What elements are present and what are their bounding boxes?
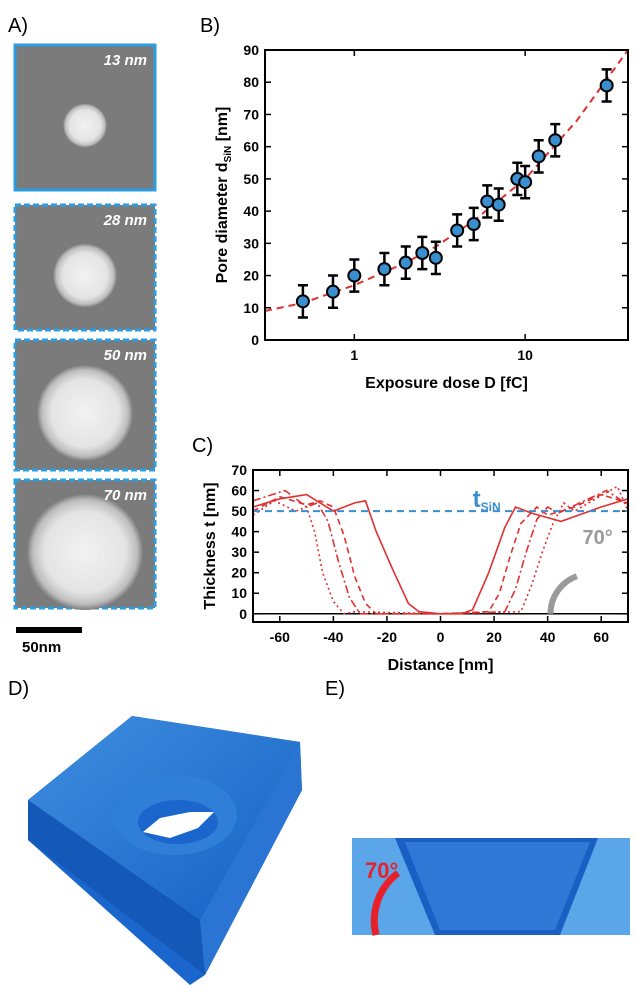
data-point — [450, 223, 465, 238]
y-tick-label: 10 — [243, 300, 259, 316]
data-point — [480, 194, 495, 209]
y-tick-label: 50 — [231, 503, 247, 519]
x-tick-label: 0 — [437, 629, 445, 645]
chart-b: 0 10 20 30 40 50 60 70 80 90 1 10 Exposure dose D [f… — [214, 42, 629, 392]
panel-label: C) — [192, 435, 213, 457]
data-point — [466, 217, 481, 231]
y-tick-label: 30 — [243, 235, 259, 251]
y-tick-label: 70 — [243, 106, 259, 122]
data-point — [531, 149, 546, 164]
micrograph-label: 13 nm — [104, 52, 147, 69]
y-tick-label: 40 — [231, 524, 247, 540]
panel-label: E) — [325, 678, 345, 700]
x-tick-label: -40 — [323, 629, 343, 645]
y-tick-label: 50 — [243, 171, 259, 187]
data-point — [377, 262, 392, 277]
x-axis-title: Distance [nm] — [388, 657, 494, 674]
fit-line — [265, 50, 628, 312]
data-point — [599, 78, 614, 93]
angle-label: 70° — [365, 858, 398, 883]
y-tick-label: 0 — [251, 332, 259, 348]
y-axis-title-part: Thickness t [nm] — [202, 482, 219, 609]
data-point — [347, 268, 362, 283]
x-axis-title: Exposure dose D [fC] — [365, 375, 528, 392]
y-axis-title-part: SiN — [223, 146, 234, 163]
angle-arc — [547, 573, 578, 614]
pore — [53, 243, 117, 308]
plot-frame — [252, 469, 629, 623]
x-tick-label: 10 — [517, 347, 533, 363]
y-tick-label: 30 — [231, 544, 247, 560]
x-tick-label: 1 — [350, 347, 358, 363]
y-tick-label: 80 — [243, 74, 259, 90]
data-point — [415, 246, 430, 260]
x-tick-label: 20 — [486, 629, 502, 645]
data-point — [548, 133, 563, 148]
panel-label: A) — [8, 15, 28, 37]
angle-label: 70° — [583, 527, 613, 549]
panel-label: D) — [8, 678, 29, 700]
pore — [63, 103, 107, 148]
y-tick-label: 0 — [239, 606, 247, 622]
profile-line — [252, 485, 629, 615]
profile-line — [252, 493, 629, 615]
y-tick-label: 90 — [243, 42, 259, 58]
x-tick-label: 60 — [593, 629, 609, 645]
micrograph-label: 28 nm — [103, 212, 147, 229]
render-e: 70° — [352, 838, 630, 936]
y-tick-label: 60 — [243, 139, 259, 155]
x-tick-label: -60 — [270, 629, 290, 645]
chart-c: 0 10 20 30 40 50 60 70 -60 -40 -20 0 20 40 60 Distance … — [202, 462, 629, 674]
panel-label: B) — [200, 15, 220, 37]
micrograph-label: 50 nm — [104, 347, 147, 364]
data-point — [518, 175, 533, 190]
reference-label: tSiN — [473, 486, 501, 514]
scale-bar-label: 50nm — [22, 639, 61, 656]
y-tick-label: 70 — [231, 462, 247, 478]
y-tick-label: 20 — [231, 565, 247, 581]
render-d — [28, 716, 302, 985]
x-tick-label: 40 — [540, 629, 556, 645]
pore — [27, 494, 143, 610]
y-tick-label: 40 — [243, 203, 259, 219]
profile-line — [252, 493, 629, 615]
data-point — [491, 197, 506, 212]
y-axis-title: Pore diameter dSiN [nm] — [214, 107, 234, 284]
data-point — [428, 250, 443, 265]
data-point — [325, 284, 340, 299]
y-tick-label: 60 — [231, 483, 247, 499]
pore — [37, 365, 133, 461]
y-axis-title: Thickness t [nm] — [202, 482, 219, 609]
y-axis-title-part: [nm] — [214, 107, 231, 146]
y-tick-label: 20 — [243, 268, 259, 284]
x-tick-label: -20 — [377, 629, 397, 645]
reference-label-main: t — [473, 486, 481, 513]
micrograph-label: 70 nm — [104, 487, 147, 504]
plot-frame — [264, 49, 629, 341]
y-axis-title-part: Pore diameter d — [214, 162, 231, 283]
reference-label-sub: SiN — [481, 500, 501, 514]
data-point — [295, 294, 310, 309]
profile-line — [252, 489, 629, 615]
data-point — [398, 255, 413, 270]
micrographs: 13 nm 28 nm 50 nm 70 nm — [13, 43, 157, 610]
y-tick-label: 10 — [231, 585, 247, 601]
